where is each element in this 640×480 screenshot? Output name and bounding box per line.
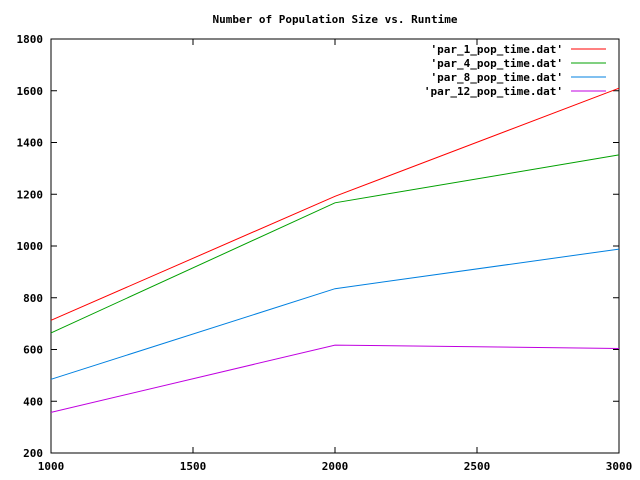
x-tick-label: 1000 xyxy=(38,460,65,473)
plot-frame xyxy=(50,38,620,454)
y-tick-label: 1800 xyxy=(17,33,44,46)
series-line xyxy=(50,344,620,413)
legend-label: 'par_8_pop_time.dat' xyxy=(431,71,563,84)
x-tick-label: 2500 xyxy=(464,460,491,473)
y-tick-label: 1400 xyxy=(17,137,44,150)
y-tick-label: 600 xyxy=(23,344,43,357)
series-line xyxy=(50,154,620,334)
x-tick-label: 3000 xyxy=(606,460,633,473)
y-axis: 200 400 600 800 1000 1200 1400 1600 1800 xyxy=(17,33,619,460)
y-tick-label: 400 xyxy=(23,395,43,408)
y-tick-label: 800 xyxy=(23,292,43,305)
y-tick-label: 1600 xyxy=(17,85,44,98)
x-tick-label: 1500 xyxy=(180,460,207,473)
x-axis: 1000 1500 2000 2500 3000 xyxy=(38,39,633,473)
legend: 'par_1_pop_time.dat''par_4_pop_time.dat'… xyxy=(424,43,606,98)
legend-label: 'par_12_pop_time.dat' xyxy=(424,85,563,98)
chart-title: Number of Population Size vs. Runtime xyxy=(212,13,457,26)
legend-label: 'par_4_pop_time.dat' xyxy=(431,57,563,70)
x-tick-label: 2000 xyxy=(322,460,349,473)
y-tick-label: 1200 xyxy=(17,188,44,201)
legend-label: 'par_1_pop_time.dat' xyxy=(431,43,563,56)
series-lines xyxy=(50,87,620,413)
series-line xyxy=(50,248,620,380)
series-line xyxy=(50,87,620,321)
y-tick-label: 200 xyxy=(23,447,43,460)
y-tick-label: 1000 xyxy=(17,240,44,253)
